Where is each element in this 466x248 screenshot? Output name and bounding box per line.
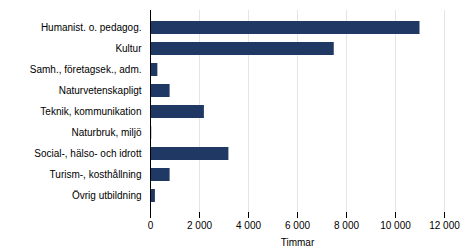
svg-text:8 000: 8 000: [334, 220, 359, 231]
svg-text:Humanist. o. pedagog.: Humanist. o. pedagog.: [41, 22, 142, 33]
svg-text:Kultur: Kultur: [115, 43, 142, 54]
svg-text:Turism-, kosthållning: Turism-, kosthållning: [50, 169, 142, 180]
svg-text:10 000: 10 000: [380, 220, 411, 231]
svg-text:2 000: 2 000: [187, 220, 212, 231]
svg-text:Samh., företagsek., adm.: Samh., företagsek., adm.: [30, 64, 142, 75]
svg-text:0: 0: [148, 220, 154, 231]
svg-text:Naturvetenskapligt: Naturvetenskapligt: [59, 85, 142, 96]
svg-text:Teknik, kommunikation: Teknik, kommunikation: [40, 106, 141, 117]
svg-text:Naturbruk, miljö: Naturbruk, miljö: [71, 127, 141, 138]
svg-text:Timmar: Timmar: [281, 237, 315, 248]
svg-text:Social-, hälso- och idrott: Social-, hälso- och idrott: [34, 148, 141, 159]
svg-text:6 000: 6 000: [285, 220, 310, 231]
svg-text:4 000: 4 000: [236, 220, 261, 231]
svg-text:Övrig utbildning: Övrig utbildning: [72, 190, 141, 201]
svg-text:12 000: 12 000: [429, 220, 460, 231]
